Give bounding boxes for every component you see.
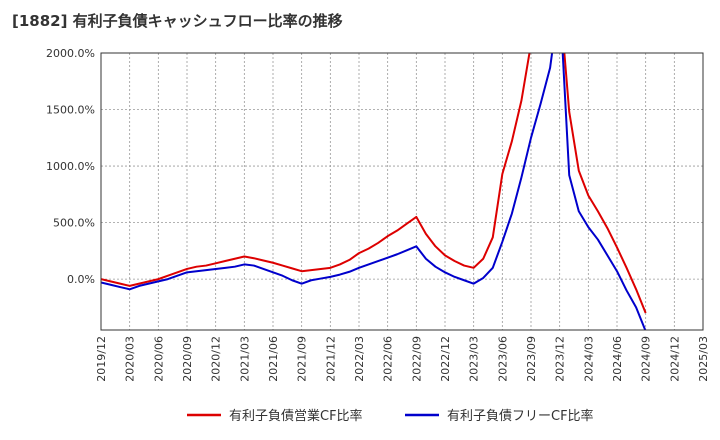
x-tick-label: 2019/12 [95, 336, 108, 382]
y-axis-ticks: 2000.0% 1500.0% 1000.0% 500.0% 0.0% [46, 47, 95, 286]
x-tick-label: 2024/03 [582, 336, 595, 382]
x-tick-label: 2024/09 [640, 336, 653, 382]
x-tick-label: 2021/06 [267, 336, 280, 382]
x-tick-label: 2025/03 [697, 336, 710, 382]
x-tick-label: 2021/03 [238, 336, 251, 382]
legend-label-1: 有利子負債営業CF比率 [229, 408, 363, 424]
legend-label-2: 有利子負債フリーCF比率 [447, 408, 594, 424]
legend: 有利子負債営業CF比率 有利子負債フリーCF比率 [187, 408, 594, 424]
x-tick-label: 2020/03 [124, 336, 137, 382]
y-tick-label: 1500.0% [46, 104, 95, 117]
y-tick-label: 1000.0% [46, 160, 95, 173]
chart-title: [1882] 有利子負債キャッシュフロー比率の推移 [12, 12, 343, 30]
y-tick-label: 500.0% [53, 217, 95, 230]
y-tick-label: 2000.0% [46, 47, 95, 60]
x-tick-label: 2022/03 [353, 336, 366, 382]
grid-lines [100, 52, 704, 330]
x-tick-label: 2023/06 [496, 336, 509, 382]
x-tick-label: 2022/06 [382, 336, 395, 382]
x-tick-label: 2023/09 [525, 336, 538, 382]
series-line-1 [101, 53, 647, 314]
x-tick-label: 2022/12 [439, 336, 452, 382]
x-tick-label: 2021/09 [296, 336, 309, 382]
x-tick-label: 2020/12 [210, 336, 223, 382]
x-tick-label: 2024/12 [668, 336, 681, 382]
x-tick-label: 2024/06 [611, 336, 624, 382]
series-lines [101, 53, 647, 330]
x-tick-label: 2020/09 [181, 336, 194, 382]
plot-frame [100, 52, 704, 331]
x-tick-label: 2023/03 [468, 336, 481, 382]
x-tick-label: 2021/12 [324, 336, 337, 382]
x-tick-label: 2020/06 [152, 336, 165, 382]
series-line-2 [101, 53, 647, 330]
x-tick-label: 2022/09 [410, 336, 423, 382]
y-tick-label: 0.0% [67, 273, 95, 286]
x-axis-ticks: 2019/12 2020/03 2020/06 2020/09 2020/12 2021/… [95, 336, 710, 382]
x-tick-label: 2023/12 [554, 336, 567, 382]
